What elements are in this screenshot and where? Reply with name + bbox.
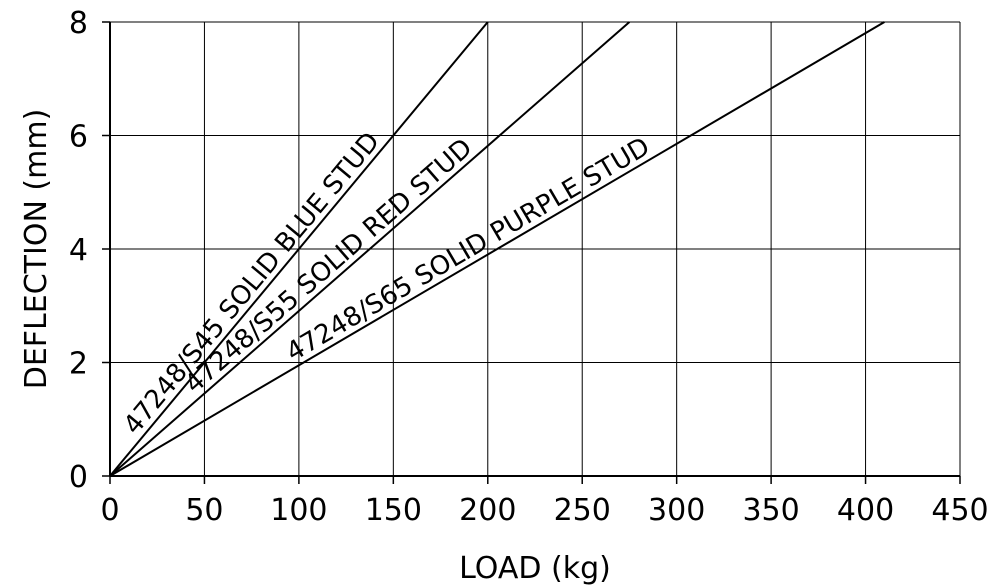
y-tick-label: 0 xyxy=(69,460,88,495)
x-tick-label: 400 xyxy=(837,493,894,528)
y-tick-label: 8 xyxy=(69,6,88,41)
x-tick-label: 450 xyxy=(931,493,988,528)
x-tick-label: 200 xyxy=(459,493,516,528)
ticks: 0 50 100 150 200 250 300 350 400 450 0 2 4 6 8 xyxy=(69,6,989,528)
x-tick-label: 50 xyxy=(185,493,223,528)
y-tick-label: 4 xyxy=(69,233,88,268)
y-tick-label: 6 xyxy=(69,120,88,155)
y-axis-title: DEFLECTION (mm) xyxy=(19,109,54,390)
x-tick-label: 300 xyxy=(648,493,705,528)
series-line-1 xyxy=(109,21,489,477)
series-line-3 xyxy=(109,21,885,477)
x-tick-label: 150 xyxy=(365,493,422,528)
series-line-2 xyxy=(109,21,631,477)
x-tick-label: 350 xyxy=(742,493,799,528)
x-axis-title: LOAD (kg) xyxy=(459,551,611,585)
series xyxy=(109,21,885,477)
x-tick-label: 250 xyxy=(554,493,611,528)
x-tick-label: 100 xyxy=(270,493,327,528)
grid xyxy=(110,21,961,476)
y-tick-label: 2 xyxy=(69,347,88,382)
x-tick-label: 0 xyxy=(100,493,119,528)
